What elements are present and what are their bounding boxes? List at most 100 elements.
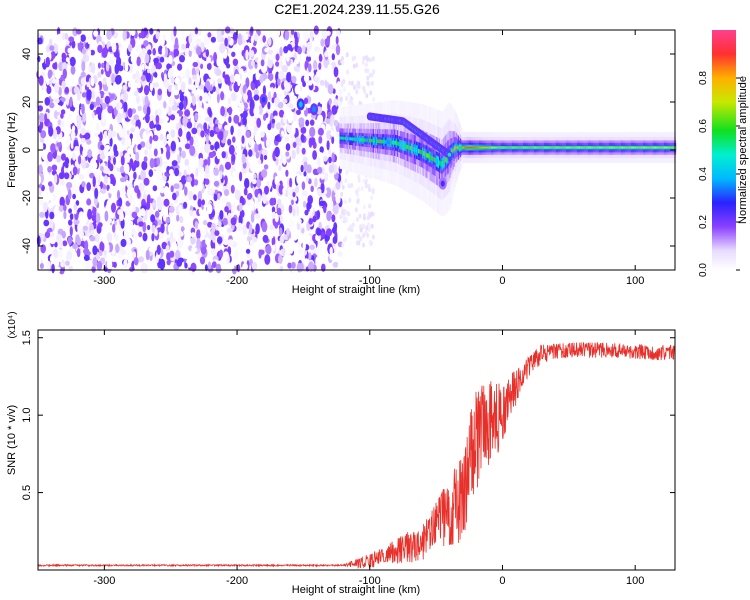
noise-cell: [70, 141, 74, 149]
noise-cell: [36, 175, 41, 185]
noise-cell: [140, 169, 147, 181]
noise-cell: [69, 56, 76, 67]
noise-cell: [215, 86, 220, 95]
noise-cell: [304, 209, 309, 216]
noise-cell: [224, 124, 230, 131]
noise-cell: [200, 130, 205, 138]
noise-cell: [81, 60, 86, 72]
noise-cell: [123, 101, 128, 113]
noise-cell: [285, 242, 290, 252]
noise-cell: [56, 233, 62, 244]
noise-cell: [287, 114, 293, 124]
noise-cell: [203, 122, 208, 132]
noise-cell: [160, 223, 165, 234]
noise-cell: [49, 219, 54, 230]
noise-cell: [300, 164, 304, 173]
noise-cell: [99, 250, 103, 256]
noise-cell: [61, 230, 66, 239]
noise-cell: [356, 240, 359, 246]
noise-cell: [114, 234, 119, 242]
noise-cell: [178, 101, 184, 111]
noise-cell: [296, 262, 303, 273]
noise-cell: [90, 229, 95, 236]
noise-cell: [75, 200, 80, 206]
noise-cell: [158, 219, 162, 226]
noise-cell: [87, 38, 93, 45]
noise-cell: [91, 62, 96, 74]
noise-cell: [73, 86, 80, 94]
noise-cell: [289, 246, 294, 254]
noise-cell: [350, 99, 353, 105]
noise-cell: [207, 261, 212, 270]
noise-cell: [214, 230, 220, 237]
noise-cell: [109, 163, 114, 172]
noise-cell: [238, 115, 242, 123]
noise-cell: [95, 83, 100, 94]
noise-cell: [64, 128, 69, 139]
noise-cell: [136, 82, 142, 89]
noise-cell: [364, 183, 368, 189]
noise-cell: [271, 235, 276, 247]
noise-cell: [163, 136, 167, 146]
noise-cell: [317, 157, 321, 168]
noise-cell: [220, 260, 227, 271]
noise-cell: [145, 127, 149, 135]
noise-cell: [81, 137, 86, 143]
noise-cell: [343, 237, 346, 243]
noise-cell: [123, 163, 130, 175]
noise-cell: [157, 88, 163, 96]
noise-cell: [78, 174, 85, 180]
noise-cell: [309, 49, 315, 57]
noise-cell: [195, 38, 201, 46]
noise-cell: [61, 80, 66, 90]
noise-cell: [202, 92, 209, 102]
noise-cell: [355, 62, 359, 68]
noise-cell: [217, 192, 221, 201]
noise-cell: [357, 83, 361, 89]
noise-cell: [372, 69, 376, 75]
noise-cell: [365, 62, 368, 68]
noise-cell: [248, 50, 255, 58]
noise-cell: [238, 239, 243, 245]
noise-cell: [159, 133, 164, 141]
noise-cell: [248, 149, 253, 157]
noise-cell: [292, 165, 296, 177]
noise-cell: [81, 181, 86, 188]
noise-cell: [298, 248, 303, 254]
noise-cell: [298, 139, 302, 147]
noise-cell: [231, 92, 237, 102]
noise-cell: [331, 190, 335, 202]
noise-cell: [129, 65, 133, 74]
noise-cell: [163, 186, 170, 197]
noise-cell: [325, 187, 332, 199]
noise-cell: [170, 76, 175, 84]
noise-cell: [360, 186, 364, 192]
noise-cell: [288, 204, 293, 214]
noise-cell: [157, 107, 163, 117]
noise-cell: [111, 73, 115, 84]
noise-cell: [110, 178, 115, 185]
noise-cell: [87, 116, 94, 123]
noise-cell: [322, 215, 327, 224]
noise-cell: [277, 101, 284, 109]
noise-cell: [116, 123, 123, 134]
noise-cell: [46, 85, 52, 95]
noise-cell: [286, 44, 293, 51]
noise-cell: [272, 228, 278, 236]
noise-cell: [366, 215, 370, 221]
noise-cell: [48, 126, 54, 137]
noise-cell: [275, 53, 280, 61]
noise-cell: [129, 220, 134, 227]
noise-cell: [122, 84, 128, 91]
noise-cell: [250, 212, 255, 223]
noise-cell: [354, 207, 358, 213]
noise-cell: [196, 46, 202, 56]
noise-cell: [177, 231, 184, 237]
noise-cell: [234, 189, 241, 201]
noise-cell: [65, 57, 70, 63]
noise-cell: [60, 109, 66, 115]
noise-cell: [36, 235, 41, 246]
noise-cell: [345, 218, 349, 224]
noise-cell: [224, 206, 229, 213]
noise-cell: [127, 81, 132, 88]
